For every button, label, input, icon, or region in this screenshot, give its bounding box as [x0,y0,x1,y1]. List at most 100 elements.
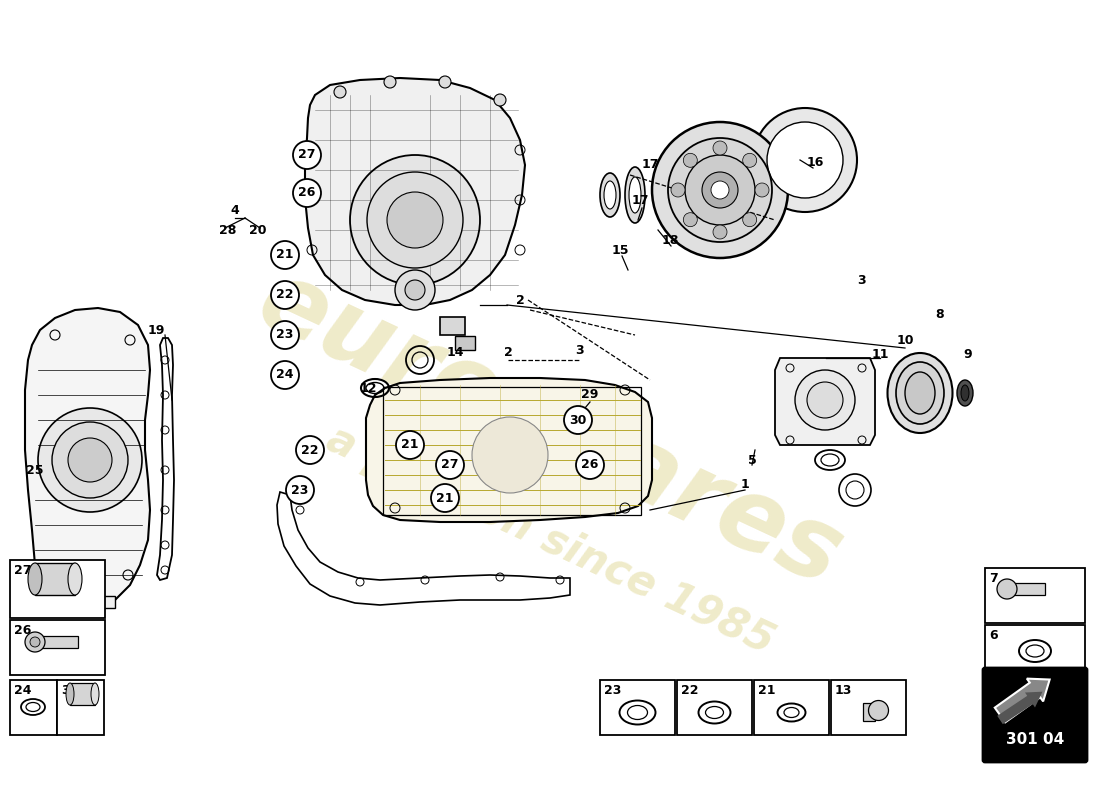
Text: 3: 3 [575,343,584,357]
Circle shape [685,155,755,225]
Circle shape [395,270,434,310]
Bar [10,620,104,675]
Text: 11: 11 [871,349,889,362]
Text: 5: 5 [748,454,757,466]
Circle shape [293,179,321,207]
Text: 30: 30 [60,684,78,697]
Text: 22: 22 [681,684,698,697]
Text: 1: 1 [740,478,749,491]
Bar [1010,583,1045,595]
Text: 24: 24 [14,684,32,697]
Circle shape [396,431,424,459]
Text: 17: 17 [631,194,649,206]
Ellipse shape [91,683,99,705]
Text: 22: 22 [301,443,319,457]
Text: 7: 7 [989,572,998,585]
Text: 28: 28 [219,223,236,237]
Text: 20: 20 [250,223,266,237]
FancyArrow shape [998,692,1043,724]
Bar [10,560,104,618]
Polygon shape [776,358,875,445]
Circle shape [39,408,142,512]
Text: 26: 26 [14,624,32,637]
Text: 10: 10 [896,334,914,346]
Ellipse shape [28,563,42,595]
Circle shape [869,701,889,721]
Circle shape [683,213,697,226]
Ellipse shape [957,380,974,406]
Text: 14: 14 [447,346,464,358]
Text: 29: 29 [581,389,598,402]
Bar [65,596,116,608]
Text: 15: 15 [612,243,629,257]
Text: 9: 9 [964,349,972,362]
FancyArrow shape [994,678,1049,722]
Bar [40,636,78,648]
Circle shape [296,436,324,464]
Circle shape [767,122,843,198]
Circle shape [711,181,729,199]
Text: 12: 12 [360,382,376,394]
Circle shape [387,192,443,248]
Circle shape [742,213,757,226]
Circle shape [431,484,459,512]
Text: 21: 21 [437,491,453,505]
Polygon shape [305,78,525,305]
Circle shape [472,417,548,493]
Ellipse shape [896,362,944,424]
Circle shape [742,154,757,167]
Text: 21: 21 [276,249,294,262]
Text: 2: 2 [504,346,513,358]
FancyBboxPatch shape [983,668,1087,762]
Circle shape [683,154,697,167]
Ellipse shape [888,353,953,433]
Text: 26: 26 [298,186,316,199]
Text: 27: 27 [14,564,32,577]
Text: 25: 25 [26,463,44,477]
Text: 4: 4 [231,203,240,217]
Circle shape [807,382,843,418]
Bar [35,563,75,595]
Text: 22: 22 [276,289,294,302]
Circle shape [755,183,769,197]
Text: 18: 18 [661,234,679,246]
Circle shape [25,632,45,652]
Text: 27: 27 [298,149,316,162]
Bar [440,317,465,335]
Text: eurospares: eurospares [243,252,857,608]
Circle shape [795,370,855,430]
Bar [984,568,1085,623]
Text: 3: 3 [858,274,867,286]
Text: 17: 17 [641,158,659,171]
Circle shape [367,172,463,268]
Circle shape [997,579,1018,599]
Circle shape [286,476,313,504]
Text: 16: 16 [806,155,824,169]
Polygon shape [366,378,652,522]
Circle shape [436,451,464,479]
Circle shape [271,321,299,349]
Text: 301 04: 301 04 [1005,733,1064,747]
Text: 13: 13 [835,684,852,697]
Circle shape [652,122,788,258]
Text: 6: 6 [989,629,998,642]
Ellipse shape [600,173,620,217]
Ellipse shape [905,372,935,414]
Bar [600,680,675,735]
Text: 27: 27 [441,458,459,471]
Bar [57,680,104,735]
Ellipse shape [625,167,645,223]
Circle shape [68,438,112,482]
Circle shape [334,86,346,98]
Circle shape [439,76,451,88]
Ellipse shape [68,563,82,595]
Text: a passion since 1985: a passion since 1985 [319,418,781,662]
Text: 26: 26 [581,458,598,471]
Bar [70,683,95,705]
Circle shape [702,172,738,208]
Text: 23: 23 [276,329,294,342]
Text: 19: 19 [147,323,165,337]
Circle shape [271,361,299,389]
Bar [383,387,641,515]
Bar [984,625,1085,680]
